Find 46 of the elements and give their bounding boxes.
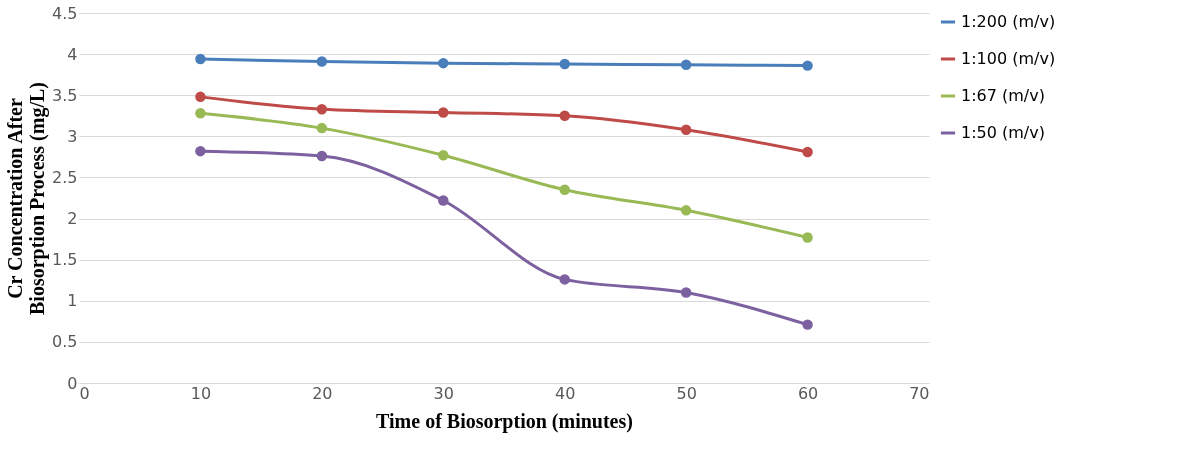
point	[316, 150, 328, 162]
x-tick-label: 40	[555, 383, 576, 403]
legend-label: 1:67 (m/v)	[961, 86, 1045, 105]
y-tick-label: 1.5	[52, 250, 78, 270]
point	[559, 58, 570, 70]
x-tick-label: 50	[676, 383, 697, 403]
x-tick-label: 70	[909, 383, 930, 403]
point	[316, 103, 328, 115]
y-tick-label: 3.5	[52, 85, 78, 105]
legend-label: 1:50 (m/v)	[961, 123, 1045, 142]
x-tick-label: 10	[190, 383, 212, 403]
point	[559, 110, 570, 122]
y-tick-label: 2.5	[52, 167, 78, 187]
point	[195, 53, 206, 65]
point	[438, 195, 449, 206]
y-axis-title: Cr Concentration After Biosorption Process (mg/L)	[4, 82, 50, 315]
point	[438, 150, 449, 161]
x-axis-title: Time of Biosorption (minutes)	[376, 409, 633, 433]
y-tick-label: 3	[67, 126, 78, 146]
point	[316, 122, 328, 134]
point	[802, 319, 813, 330]
point	[195, 91, 206, 103]
x-tick-label: 20	[312, 383, 333, 403]
point	[802, 60, 813, 71]
point	[316, 56, 328, 67]
point	[559, 184, 570, 196]
point	[559, 274, 570, 285]
x-tick-label: 30	[433, 383, 454, 403]
legend-label: 1:100 (m/v)	[961, 49, 1056, 68]
point	[195, 145, 206, 157]
point	[802, 146, 813, 158]
legend-label: 1:200 (m/v)	[961, 12, 1056, 31]
point	[680, 205, 692, 216]
point	[195, 108, 206, 119]
y-tick-label: 1	[67, 291, 78, 311]
x-tick-label: 60	[797, 383, 819, 403]
point	[680, 287, 692, 298]
point	[438, 57, 449, 69]
point	[802, 232, 813, 243]
y-tick-label: 0.5	[52, 332, 78, 352]
y-tick-label: 4.5	[52, 3, 78, 23]
y-tick-label: 2	[67, 209, 78, 229]
point	[438, 107, 449, 118]
point	[680, 59, 692, 71]
point	[680, 124, 692, 135]
y-tick-label: 4	[67, 44, 78, 64]
